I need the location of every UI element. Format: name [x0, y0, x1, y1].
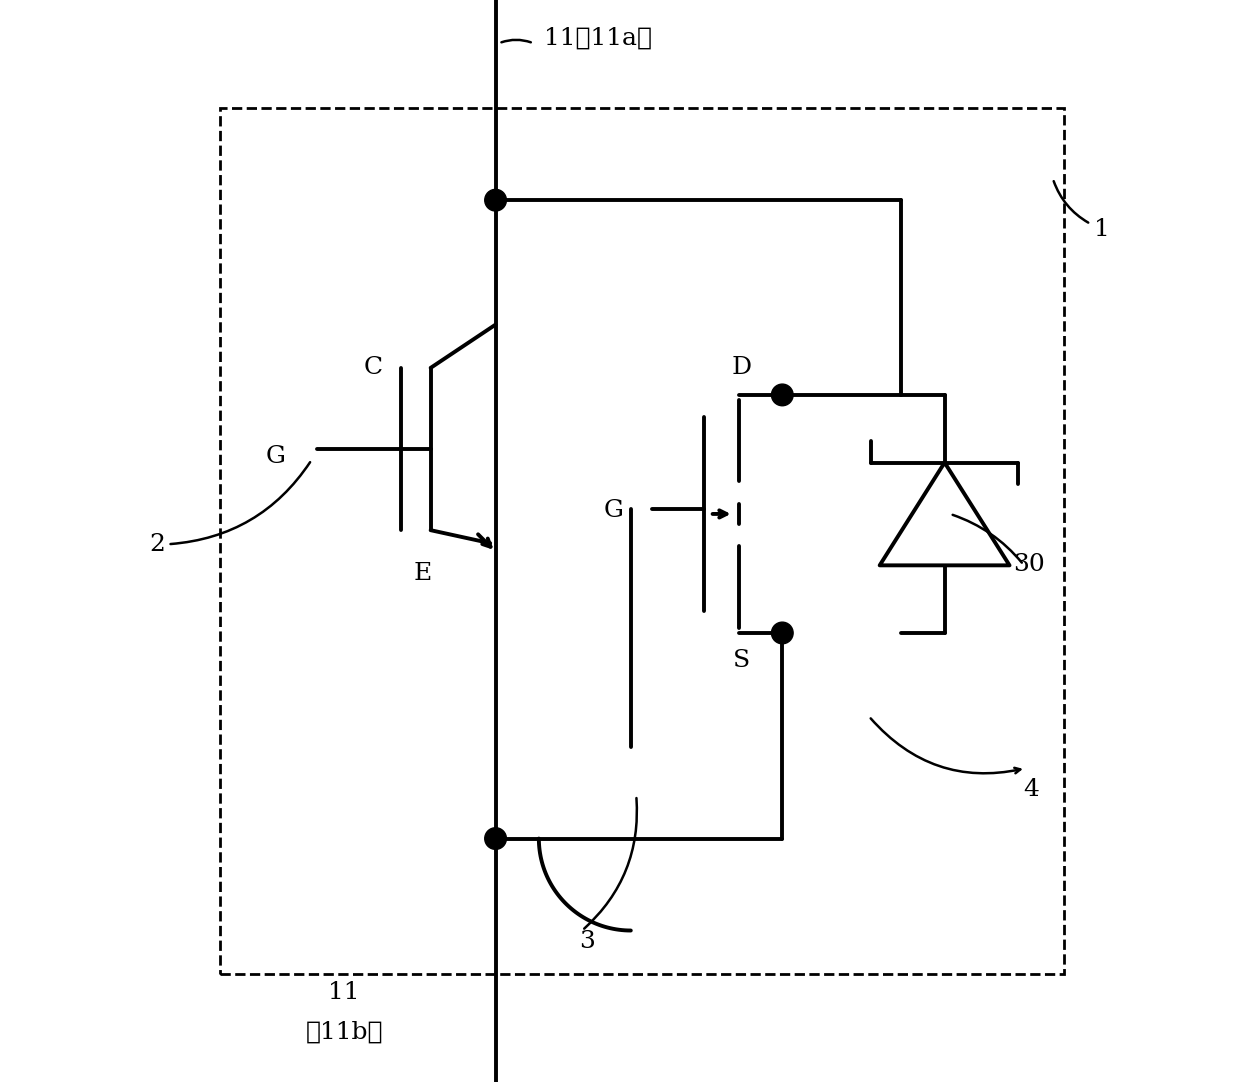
- Text: 1: 1: [1094, 217, 1110, 241]
- Text: G: G: [604, 499, 624, 523]
- Bar: [219, 108, 1064, 974]
- Text: G: G: [265, 445, 286, 469]
- Text: 4: 4: [1023, 778, 1039, 802]
- Text: 30: 30: [1013, 553, 1045, 577]
- Text: 11（11a）: 11（11a）: [544, 26, 652, 50]
- Text: C: C: [363, 356, 383, 380]
- Text: 11: 11: [329, 980, 360, 1004]
- Text: E: E: [414, 562, 433, 585]
- Text: 2: 2: [149, 532, 165, 556]
- Text: （11b）: （11b）: [305, 1020, 383, 1044]
- Circle shape: [485, 828, 506, 849]
- Circle shape: [485, 189, 506, 211]
- Circle shape: [771, 622, 794, 644]
- Text: 3: 3: [579, 929, 595, 953]
- Text: D: D: [732, 356, 751, 380]
- Polygon shape: [879, 463, 1009, 565]
- Text: S: S: [733, 648, 750, 672]
- Circle shape: [771, 384, 794, 406]
